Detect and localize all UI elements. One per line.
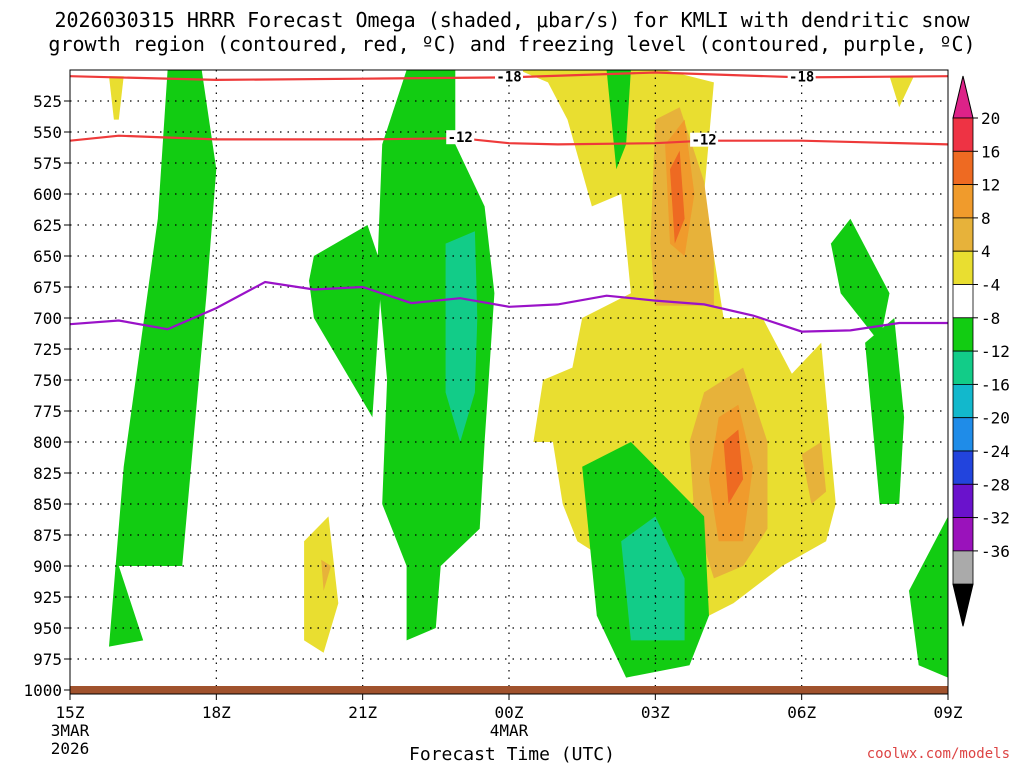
y-tick-label-750: 750 [33, 371, 62, 390]
contour-label--18-0: -18 [496, 69, 521, 85]
y-tick-label-850: 850 [33, 495, 62, 514]
x-tick-sub-15Z: 3MAR [51, 721, 90, 740]
x-tick-sub-00Z: 4MAR [490, 721, 529, 740]
colorbar-swatch-8 [952, 383, 974, 419]
colorbar-label-8: -16 [981, 375, 1010, 394]
colorbar-swatch-9 [952, 417, 974, 452]
omega-region-5 [377, 70, 495, 641]
contour-label--12-0: -12 [448, 130, 473, 146]
omega-region-20 [889, 76, 914, 108]
colorbar-swatch-12 [952, 517, 974, 552]
colorbar-label-2: 12 [981, 176, 1000, 195]
y-tick-label-950: 950 [33, 619, 62, 638]
y-tick-label-775: 775 [33, 402, 62, 421]
colorbar-label-4: 4 [981, 242, 991, 261]
contour-label-bg--18-0 [495, 70, 523, 84]
y-tick-label-900: 900 [33, 557, 62, 576]
omega-region-3 [304, 516, 339, 653]
colorbar: 20 16 12 8 4 -4 -8 -12 -16 -20 -24 -28 -32 -36 [952, 75, 1010, 627]
omega-region-6 [445, 231, 478, 442]
colorbar-label-3: 8 [981, 209, 991, 228]
y-tick-label-675: 675 [33, 278, 62, 297]
colorbar-label-11: -28 [981, 475, 1010, 494]
omega-region-1 [109, 76, 124, 120]
colorbar-label-12: -32 [981, 509, 1010, 528]
y-tick-label-525: 525 [33, 92, 62, 111]
y-tick-label-925: 925 [33, 588, 62, 607]
colorbar-swatch-11 [952, 483, 974, 518]
y-axis: 525 550 575 600 625 650 675 700 725 750 775 800 825 8… [23, 92, 70, 700]
colorbar-label-6: -8 [981, 309, 1000, 328]
contour-lines: -18 -18 -12 -12 [70, 69, 948, 333]
y-tick-label-875: 875 [33, 526, 62, 545]
colorbar-swatch-1 [952, 150, 974, 186]
colorbar-label-9: -20 [981, 409, 1010, 428]
contour-label-bg--12-0 [446, 130, 475, 145]
x-tick-label-09Z: 09Z [934, 703, 963, 722]
colorbar-top-arrow [952, 75, 974, 119]
colorbar-swatch-13 [952, 550, 974, 585]
omega-region-17 [621, 516, 685, 641]
omega-region-13 [723, 429, 744, 504]
y-tick-label-700: 700 [33, 309, 62, 328]
x-tick-label-03Z: 03Z [641, 703, 670, 722]
x-tick-label-06Z: 06Z [787, 703, 816, 722]
colorbar-swatch-6 [952, 317, 974, 352]
credit-text: coolwx.com/models [866, 746, 1010, 762]
y-tick-label-975: 975 [33, 650, 62, 669]
colorbar-label-10: -24 [981, 442, 1010, 461]
omega-region-19 [865, 318, 905, 504]
contour-label--18-1: -18 [789, 69, 814, 85]
y-tick-label-1000: 1000 [23, 681, 62, 700]
x-tick-label-18Z: 18Z [202, 703, 231, 722]
colorbar-label-1: 16 [981, 142, 1000, 161]
omega-region-21 [909, 516, 948, 678]
colorbar-swatch-3 [952, 217, 974, 252]
colorbar-swatch-2 [952, 184, 974, 219]
colorbar-label-7: -12 [981, 342, 1010, 361]
chart-title: 2026030315 HRRR Forecast Omega (shaded, … [0, 8, 1024, 56]
colorbar-swatch-4 [952, 250, 974, 285]
colorbar-swatch-5 [952, 284, 974, 319]
omega-region-10 [670, 150, 685, 244]
colorbar-label-13: -36 [981, 542, 1010, 561]
x-tick-label-21Z: 21Z [348, 703, 377, 722]
contour-label-bg--18-1 [787, 70, 816, 84]
x-tick-label-00Z: 00Z [495, 703, 524, 722]
y-tick-label-575: 575 [33, 154, 62, 173]
x-axis-title: Forecast Time (UTC) [409, 744, 615, 765]
title-line-2: growth region (contoured, red, ºC) and f… [48, 32, 976, 56]
omega-region-4 [321, 559, 331, 591]
colorbar-swatch-7 [952, 350, 974, 385]
title-line-1: 2026030315 HRRR Forecast Omega (shaded, … [54, 8, 970, 32]
y-tick-label-625: 625 [33, 216, 62, 235]
contour-label-bg--12-1 [690, 132, 719, 147]
colorbar-swatch-10 [952, 450, 974, 485]
omega-shading [109, 70, 948, 678]
omega-region-18 [830, 218, 890, 343]
y-tick-label-825: 825 [33, 464, 62, 483]
y-tick-label-650: 650 [33, 247, 62, 266]
colorbar-label-5: -4 [981, 276, 1000, 295]
colorbar-swatch-0 [952, 117, 974, 152]
omega-region-0 [109, 70, 217, 647]
y-tick-label-550: 550 [33, 123, 62, 142]
omega-region-2 [309, 225, 383, 418]
contour-freezing [70, 280, 948, 333]
x-tick-label-15Z: 15Z [56, 703, 85, 722]
y-tick-label-725: 725 [33, 340, 62, 359]
ground-bar [70, 686, 948, 694]
colorbar-bottom-arrow [952, 583, 974, 627]
colorbar-label-0: 20 [981, 109, 1000, 128]
y-tick-label-600: 600 [33, 185, 62, 204]
contour--12 [70, 134, 948, 146]
x-tick-sub2-15Z: 2026 [51, 739, 90, 758]
contour-label--12-1: -12 [691, 133, 716, 149]
y-tick-label-800: 800 [33, 433, 62, 452]
